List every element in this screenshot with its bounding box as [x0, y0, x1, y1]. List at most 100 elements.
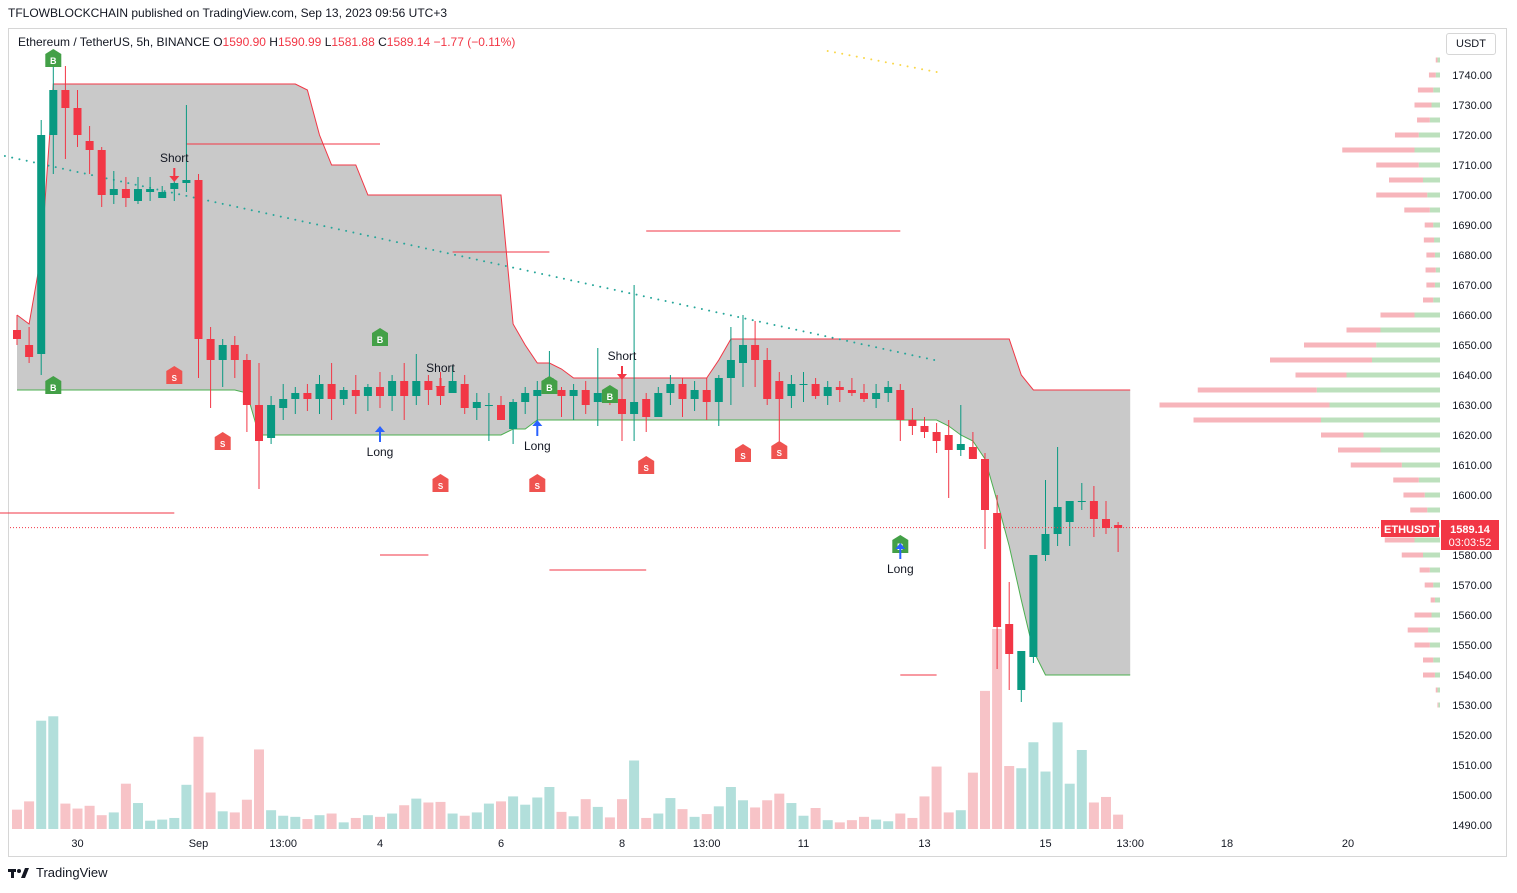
- trend-dot: [875, 346, 878, 349]
- volume-bar: [798, 815, 809, 829]
- price-tick-label: 1520.00: [1452, 730, 1492, 742]
- price-axis[interactable]: 1740.00 1730.00 1720.00 1710.00 1700.00 1690.…: [1452, 70, 1492, 832]
- publisher-line: TFLOWBLOCKCHAIN published on TradingView…: [8, 6, 448, 20]
- trend-dot-top: [913, 66, 916, 69]
- profile-up-bar: [1316, 387, 1440, 393]
- volume-bar: [931, 766, 942, 829]
- trend-dot: [243, 207, 246, 210]
- profile-up-bar: [1346, 372, 1440, 378]
- trend-dots: [3, 50, 938, 361]
- trend-dot: [345, 229, 348, 232]
- currency-button[interactable]: USDT: [1446, 33, 1496, 55]
- volume-bar: [810, 808, 821, 829]
- volume-bar: [592, 806, 603, 829]
- footer-brand[interactable]: TradingView: [8, 865, 108, 880]
- profile-down-bar: [1435, 57, 1438, 63]
- trend-dot: [911, 354, 914, 357]
- volume-bar: [568, 816, 579, 829]
- profile-down-bar: [1380, 312, 1415, 318]
- trend-dot: [308, 221, 311, 224]
- candle-body: [194, 180, 203, 339]
- trend-dot-top: [935, 71, 938, 73]
- trend-dot: [76, 170, 79, 173]
- trend-dot-top: [884, 61, 887, 64]
- trend-dot: [700, 308, 703, 310]
- trend-dot: [446, 252, 449, 255]
- volume-bar: [738, 800, 748, 829]
- price-tick-label: 1540.00: [1452, 670, 1492, 682]
- price-tick-label: 1690.00: [1452, 220, 1492, 232]
- trend-dot: [337, 228, 340, 231]
- candle-body: [714, 378, 723, 402]
- time-tick-label: Sep: [189, 838, 209, 850]
- trend-dot: [933, 359, 936, 361]
- candle-body: [388, 381, 397, 396]
- profile-down-bar: [1376, 162, 1419, 168]
- profile-up-bar: [1427, 192, 1440, 198]
- candle-body: [872, 393, 881, 399]
- trend-dot: [853, 341, 856, 344]
- volume-bar: [641, 817, 652, 829]
- trend-dot: [178, 193, 181, 196]
- trend-dot: [25, 159, 28, 162]
- trend-dot: [555, 276, 558, 279]
- price-tick-label: 1510.00: [1452, 760, 1492, 772]
- sell-signal-letter: S: [777, 449, 783, 458]
- candle-body: [134, 189, 142, 201]
- time-tick-label: 13:00: [1116, 838, 1144, 850]
- profile-down-bar: [1414, 642, 1430, 648]
- candle-body: [376, 387, 384, 396]
- volume-bar: [1101, 796, 1111, 829]
- volume-bar: [1064, 783, 1075, 829]
- trend-dot: [577, 280, 580, 283]
- signal-markers: BBShortSSBLongShortSLongSBBShortSSSBLong: [45, 49, 914, 576]
- candle-body: [255, 405, 263, 441]
- symbol-legend: Ethereum / TetherUS, 5h, BINANCE O1590.9…: [18, 35, 515, 49]
- profile-down-bar: [1437, 702, 1439, 708]
- profile-up-bar: [1427, 507, 1440, 513]
- trend-dot: [846, 339, 849, 342]
- volume-bar: [290, 816, 301, 829]
- profile-up-bar: [1433, 657, 1440, 663]
- profile-up-bar: [1433, 582, 1440, 588]
- volume-bar: [96, 815, 107, 829]
- volume-bar: [665, 798, 676, 829]
- time-tick-label: 20: [1342, 838, 1354, 850]
- trend-dot: [105, 177, 108, 180]
- trend-dot: [250, 209, 253, 212]
- trend-dot: [11, 156, 14, 159]
- candle-body: [291, 393, 300, 399]
- profile-down-bar: [1404, 207, 1430, 213]
- buy-signal-letter: B: [546, 383, 553, 393]
- profile-down-bar: [1417, 87, 1434, 93]
- candle-body: [400, 381, 409, 396]
- price-tick-label: 1550.00: [1452, 640, 1492, 652]
- price-tick-label: 1580.00: [1452, 550, 1492, 562]
- trend-dot: [475, 258, 478, 261]
- trend-dot: [3, 155, 6, 157]
- trend-dot: [490, 261, 493, 264]
- time-axis[interactable]: 30 Sep 13:00 4 6 8 13:00 11 13 15 13:00 18 20: [71, 838, 1354, 850]
- profile-down-bar: [1423, 297, 1434, 303]
- sell-signal-icon: [166, 366, 183, 384]
- buy-signal-icon: [372, 328, 388, 346]
- candle-body: [1041, 534, 1050, 555]
- trend-dot: [287, 217, 290, 220]
- profile-up-bar: [1437, 687, 1440, 693]
- volume-bar: [992, 629, 1003, 829]
- candle-body: [521, 393, 530, 402]
- profile-up-bar: [1376, 342, 1440, 348]
- candle-body: [303, 393, 312, 399]
- time-tick-label: 8: [619, 838, 625, 850]
- sell-signal-letter: S: [535, 482, 541, 491]
- profile-up-bar: [1380, 327, 1440, 333]
- profile-up-bar: [1423, 552, 1440, 558]
- trend-dot: [272, 213, 275, 216]
- trend-dot: [69, 169, 72, 172]
- volume-bar: [193, 736, 204, 829]
- volume-bar: [60, 803, 71, 829]
- candle-body: [860, 393, 868, 399]
- trend-dot: [904, 352, 907, 355]
- profile-up-bar: [1414, 537, 1440, 543]
